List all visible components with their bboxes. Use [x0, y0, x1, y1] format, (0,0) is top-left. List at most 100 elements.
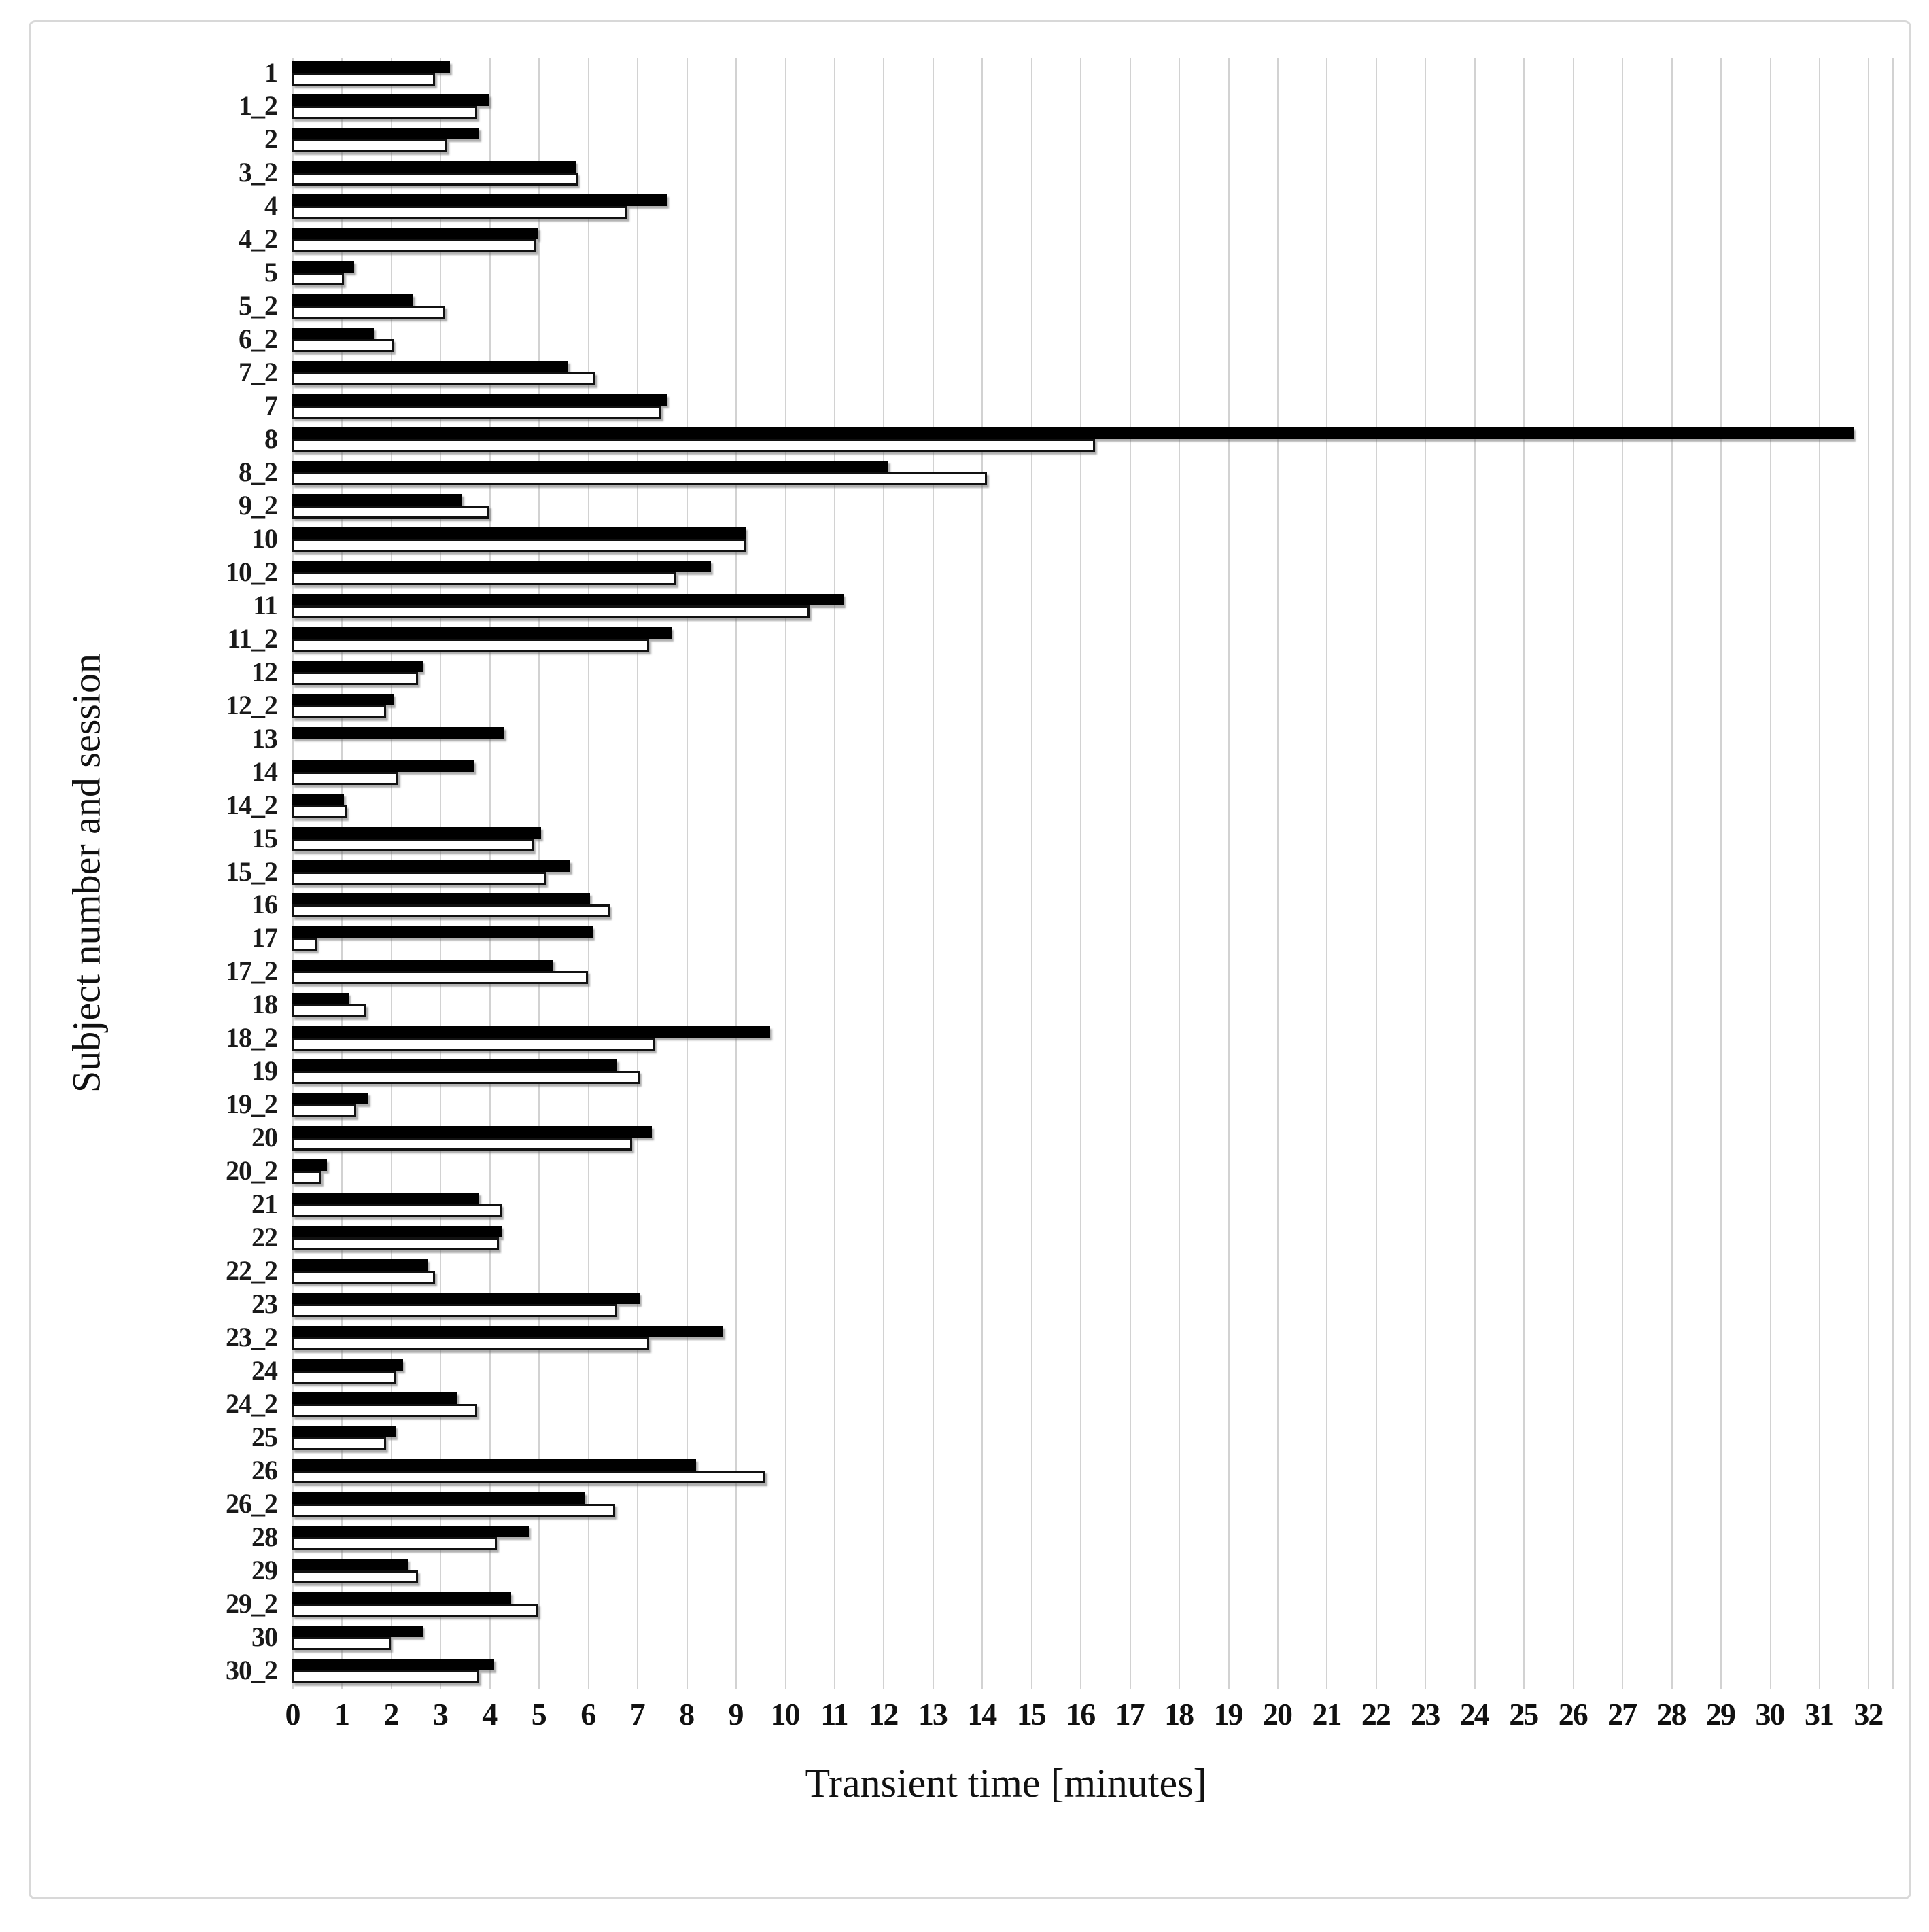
x-tick-label-26: 26 — [1558, 1697, 1588, 1732]
bar-black-12 — [292, 660, 423, 672]
bar-black-16 — [292, 893, 591, 905]
gridline — [587, 58, 589, 1689]
bar-black-15_2 — [292, 860, 571, 872]
bar-black-17 — [292, 926, 593, 938]
gridline — [932, 58, 934, 1689]
bar-white-18_2 — [292, 1038, 655, 1051]
x-tick-label-32: 32 — [1854, 1697, 1883, 1732]
gridline — [784, 58, 786, 1689]
bar-black-26 — [292, 1459, 697, 1471]
y-tick-label-23: 23 — [251, 1288, 278, 1320]
bar-white-18 — [292, 1004, 366, 1018]
y-tick-label-23_2: 23_2 — [226, 1322, 278, 1353]
y-tick-label-10_2: 10_2 — [226, 556, 278, 587]
bar-white-2 — [292, 139, 448, 152]
y-tick-label-18: 18 — [251, 989, 278, 1020]
x-tick-label-1: 1 — [334, 1697, 350, 1732]
y-tick-label-4: 4 — [264, 190, 278, 221]
x-tick-label-21: 21 — [1312, 1697, 1342, 1732]
y-tick-label-11: 11 — [253, 589, 278, 620]
y-tick-label-24: 24 — [251, 1355, 278, 1386]
bar-white-5 — [292, 272, 345, 285]
y-tick-label-29_2: 29_2 — [226, 1588, 278, 1619]
bar-black-15 — [292, 826, 541, 839]
bar-black-4 — [292, 194, 667, 206]
bar-black-19 — [292, 1059, 618, 1072]
y-tick-label-14: 14 — [251, 756, 278, 787]
x-tick-label-20: 20 — [1263, 1697, 1293, 1732]
bar-white-8 — [292, 438, 1095, 452]
y-tick-label-12_2: 12_2 — [226, 689, 278, 720]
bar-white-3_2 — [292, 172, 578, 186]
y-tick-label-30_2: 30_2 — [226, 1655, 278, 1686]
bar-black-13 — [292, 726, 504, 739]
gridline — [1720, 58, 1722, 1689]
y-tick-label-12: 12 — [251, 656, 278, 687]
bar-white-10 — [292, 538, 746, 552]
bar-white-17_2 — [292, 971, 588, 985]
y-tick-label-18_2: 18_2 — [226, 1022, 278, 1053]
x-tick-label-0: 0 — [285, 1697, 301, 1732]
y-tick-label-1_2: 1_2 — [239, 90, 278, 121]
x-tick-label-25: 25 — [1509, 1697, 1539, 1732]
bar-black-24 — [292, 1359, 403, 1371]
bar-black-11_2 — [292, 627, 672, 639]
bar-white-23_2 — [292, 1337, 650, 1351]
bar-black-4_2 — [292, 227, 539, 239]
gridline — [1326, 58, 1328, 1689]
gridline — [1425, 58, 1427, 1689]
bar-white-4 — [292, 205, 627, 219]
bar-white-11 — [292, 605, 810, 618]
x-tick-label-11: 11 — [820, 1697, 848, 1732]
bar-black-25 — [292, 1426, 396, 1438]
bar-white-19 — [292, 1071, 640, 1085]
gridline — [1030, 58, 1032, 1689]
bar-white-7 — [292, 405, 662, 419]
bar-black-3_2 — [292, 160, 576, 173]
bar-white-11_2 — [292, 638, 650, 652]
gridline — [1179, 58, 1181, 1689]
bar-black-18 — [292, 993, 349, 1005]
bar-black-1_2 — [292, 94, 489, 106]
y-tick-label-29: 29 — [251, 1555, 278, 1586]
bar-black-8_2 — [292, 460, 888, 472]
bar-black-22_2 — [292, 1259, 428, 1271]
x-tick-label-12: 12 — [869, 1697, 899, 1732]
gridline — [735, 58, 737, 1689]
bar-black-18_2 — [292, 1026, 770, 1038]
y-tick-label-1: 1 — [264, 57, 278, 88]
bar-black-23_2 — [292, 1326, 723, 1338]
y-tick-label-19_2: 19_2 — [226, 1089, 278, 1120]
bar-white-26_2 — [292, 1504, 615, 1517]
gridline — [1080, 58, 1082, 1689]
bar-black-10 — [292, 527, 746, 539]
y-tick-label-13: 13 — [251, 722, 278, 754]
x-tick-label-13: 13 — [918, 1697, 948, 1732]
gridline — [1523, 58, 1525, 1689]
x-tick-label-23: 23 — [1410, 1697, 1440, 1732]
x-tick-label-14: 14 — [967, 1697, 997, 1732]
bar-black-12_2 — [292, 693, 394, 705]
bar-white-15 — [292, 838, 534, 851]
bar-black-5_2 — [292, 294, 413, 306]
bar-black-8 — [292, 427, 1854, 439]
bar-white-5_2 — [292, 305, 445, 319]
y-tick-label-7_2: 7_2 — [239, 356, 278, 387]
bar-white-20_2 — [292, 1171, 322, 1184]
bar-white-4_2 — [292, 239, 536, 252]
x-tick-label-5: 5 — [531, 1697, 547, 1732]
y-tick-label-26: 26 — [251, 1455, 278, 1486]
bar-white-10_2 — [292, 572, 677, 585]
y-tick-label-8: 8 — [264, 423, 278, 454]
bar-white-17 — [292, 938, 317, 951]
x-tick-label-10: 10 — [770, 1697, 801, 1732]
y-tick-label-9_2: 9_2 — [239, 489, 278, 521]
bar-white-15_2 — [292, 871, 546, 885]
bar-black-6_2 — [292, 327, 374, 339]
gridline — [1129, 58, 1131, 1689]
y-tick-label-11_2: 11_2 — [227, 622, 278, 654]
plot-area — [292, 58, 1894, 1689]
bar-black-28 — [292, 1526, 529, 1538]
y-tick-label-28: 28 — [251, 1522, 278, 1553]
y-tick-label-26_2: 26_2 — [226, 1488, 278, 1520]
